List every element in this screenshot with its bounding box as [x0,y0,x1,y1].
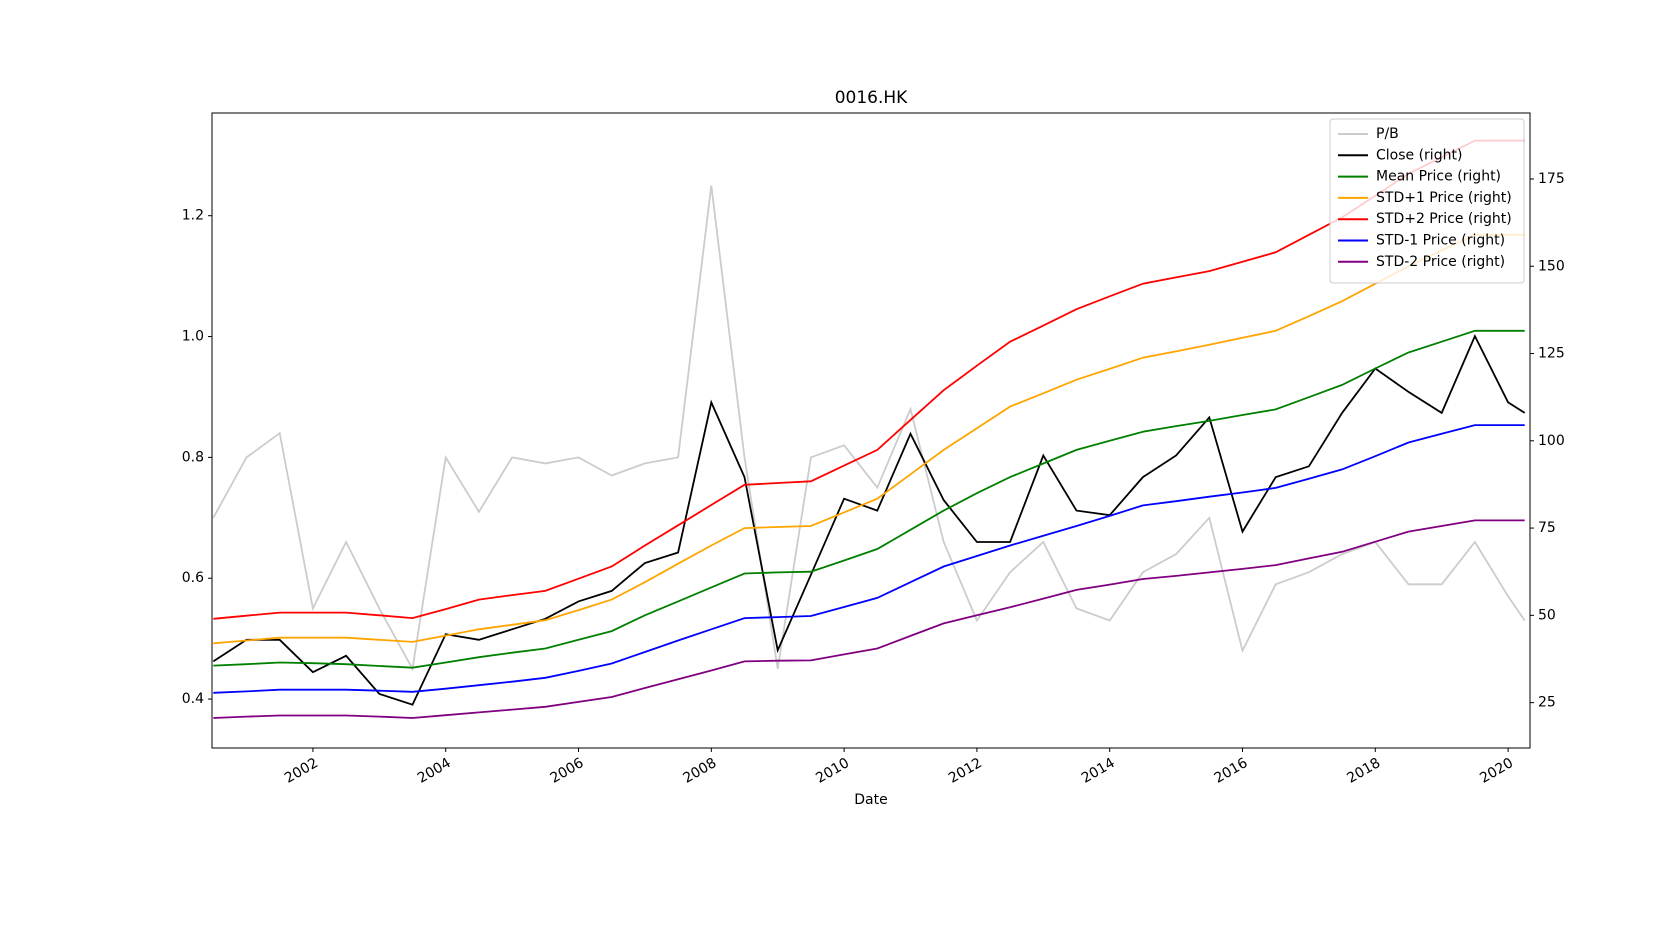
y-tick-label: 1.0 [182,329,204,345]
y-tick-label: 0.4 [182,691,204,707]
legend-label: STD+2 Price (right) [1376,211,1512,227]
series-line [213,233,1525,645]
series-line [213,519,1525,719]
x-tick-label: 2004 [415,755,454,787]
x-tick-label: 2006 [548,755,587,787]
y2-tick-label: 75 [1538,520,1556,536]
series-line [212,333,1526,706]
legend-box [1329,118,1525,284]
x-tick-label: 2012 [946,755,985,787]
y-tick-label: 0.8 [182,449,204,465]
x-tick-label: 2008 [680,755,719,787]
chart-title: 0016.HK [835,88,908,108]
x-tick-label: 2016 [1212,755,1251,787]
y2-tick-label: 150 [1538,258,1565,274]
legend-label: STD-1 Price (right) [1376,233,1505,249]
legend-label: Close (right) [1376,147,1462,163]
legend-label: STD-2 Price (right) [1376,254,1505,270]
x-tick-label: 2020 [1477,755,1516,787]
legend-label: STD+1 Price (right) [1376,190,1512,206]
legend-label: Mean Price (right) [1376,169,1501,185]
series-line [213,329,1525,669]
y2-tick-label: 125 [1538,346,1565,362]
legend-label: P/B [1376,126,1399,142]
x-axis-label: Date [854,792,887,808]
y-tick-label: 1.2 [182,208,204,224]
y2-tick-label: 100 [1538,433,1565,449]
y2-tick-label: 25 [1538,695,1556,711]
x-tick-label: 2018 [1344,755,1383,787]
plot-frame [211,112,1531,749]
series-line [213,424,1525,694]
y2-tick-label: 50 [1538,607,1556,623]
series-line [213,139,1525,620]
series-line [212,185,1526,672]
x-tick-label: 2014 [1079,755,1118,787]
x-tick-label: 2002 [282,755,321,787]
x-tick-label: 2010 [813,755,852,787]
y2-tick-label: 175 [1538,171,1565,187]
y-tick-label: 0.6 [182,570,204,586]
